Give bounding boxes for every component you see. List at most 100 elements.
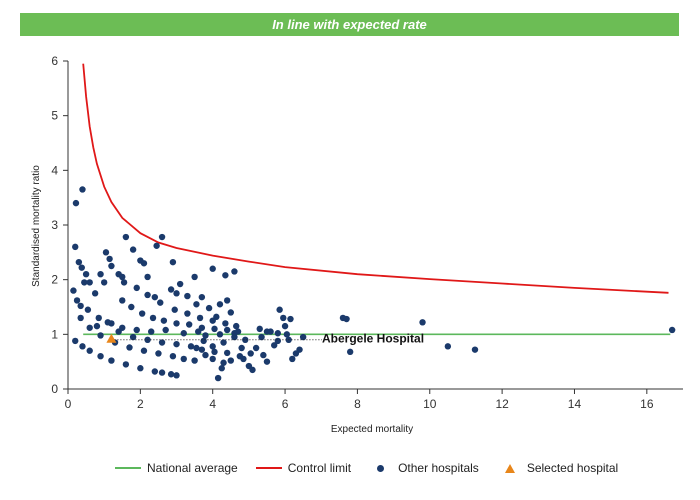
legend-label-control-limit: Control limit: [287, 461, 352, 475]
hospital-point: [209, 355, 216, 363]
hospital-point: [223, 326, 231, 334]
hospital-point: [77, 302, 84, 310]
hospital-point: [216, 331, 224, 338]
hospital-point: [104, 319, 111, 326]
hospital-point: [72, 243, 79, 251]
hospital-point: [227, 309, 234, 316]
hospital-point: [211, 348, 218, 356]
hospital-point: [223, 349, 231, 357]
hospital-point: [236, 353, 244, 360]
hospital-point: [263, 358, 271, 365]
hospital-point: [193, 301, 200, 308]
hospital-point: [209, 317, 216, 324]
hospital-point: [231, 268, 238, 275]
hospital-point: [283, 331, 291, 338]
hospital-point: [173, 340, 180, 348]
hospital-point: [140, 260, 148, 267]
legend-label-other-hospitals: Other hospitals: [398, 461, 479, 475]
hospital-point: [668, 326, 676, 334]
hospital-point: [249, 366, 256, 374]
legend-item-control-limit: Control limit: [255, 461, 352, 475]
hospital-point: [108, 262, 115, 270]
legend-swatch-national-average: [115, 467, 141, 469]
hospital-point: [281, 322, 289, 330]
hospital-point: [91, 290, 99, 297]
hospital-point: [126, 344, 133, 351]
hospital-point: [276, 306, 283, 313]
hospital-point: [162, 326, 169, 334]
hospital-point: [299, 333, 307, 341]
hospital-point: [218, 365, 225, 372]
hospital-point: [158, 233, 166, 241]
hospital-point: [247, 350, 254, 357]
other-hospitals-points: [70, 186, 676, 382]
hospital-point: [267, 328, 274, 335]
hospital-point: [149, 314, 157, 322]
hospital-point: [93, 322, 101, 330]
hospital-point: [115, 328, 122, 335]
hospital-point: [95, 314, 102, 322]
hospital-point: [153, 242, 160, 249]
hospital-point: [86, 347, 93, 354]
hospital-point: [223, 297, 231, 304]
legend-item-selected-hospital: Selected hospital: [497, 461, 618, 475]
hospital-point: [169, 353, 177, 360]
hospital-point: [81, 279, 88, 286]
hospital-point: [444, 343, 452, 350]
hospital-point: [233, 322, 240, 330]
hospital-point: [78, 264, 85, 271]
hospital-point: [202, 351, 209, 359]
y-tick-label: 4: [51, 163, 58, 177]
hospital-point: [119, 273, 126, 281]
hospital-point: [180, 330, 187, 337]
hospital-point: [97, 332, 104, 339]
hospital-point: [77, 314, 84, 322]
hospital-point: [167, 286, 175, 293]
hospital-point: [220, 359, 227, 366]
hospital-point: [100, 279, 108, 286]
hospital-point: [155, 350, 162, 357]
hospital-point: [173, 290, 180, 297]
hospital-point: [72, 337, 79, 345]
hospital-point: [191, 273, 198, 281]
hospital-point: [280, 314, 287, 322]
legend-item-national-average: National average: [115, 461, 238, 475]
hospital-point: [271, 342, 278, 349]
x-tick-label: 8: [354, 397, 361, 411]
x-tick-label: 6: [282, 397, 289, 411]
hospital-point: [346, 348, 354, 356]
hospital-point: [158, 339, 166, 346]
hospital-point: [70, 287, 77, 294]
hospital-point: [220, 339, 227, 346]
hospital-point: [242, 336, 249, 343]
axes: [63, 60, 683, 394]
hospital-point: [151, 293, 159, 301]
hospital-point: [160, 317, 168, 324]
y-tick-label: 1: [51, 327, 58, 341]
x-tick-label: 4: [209, 397, 216, 411]
hospital-point: [138, 310, 146, 317]
hospital-point: [227, 357, 234, 364]
legend-swatch-control-limit: [255, 467, 282, 469]
hospital-point: [140, 347, 148, 354]
hospital-point: [252, 344, 260, 352]
hospital-point: [84, 306, 92, 313]
legend-swatch-other-hospitals: [377, 464, 385, 472]
hospital-point: [216, 301, 224, 308]
hospital-point: [173, 372, 180, 379]
x-tick-label: 14: [568, 397, 582, 411]
hospital-point: [222, 272, 229, 279]
hospital-point: [129, 246, 137, 253]
legend-label-selected-hospital: Selected hospital: [526, 461, 619, 475]
hospital-point: [97, 353, 104, 360]
hospital-point: [173, 320, 180, 327]
hospital-point: [167, 371, 175, 378]
hospital-point: [129, 333, 137, 341]
hospital-point: [289, 355, 296, 363]
hospital-point: [137, 365, 144, 372]
y-tick-label: 0: [51, 382, 58, 396]
hospital-point: [106, 255, 113, 263]
hospital-point: [151, 368, 159, 375]
hospital-point: [122, 361, 130, 368]
